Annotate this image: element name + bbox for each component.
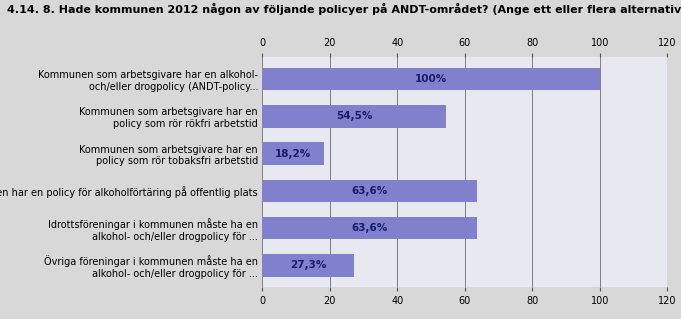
Text: 4.14. 8. Hade kommunen 2012 någon av följande policyer på ANDT-området? (Ange et: 4.14. 8. Hade kommunen 2012 någon av föl… <box>7 3 681 15</box>
Bar <box>262 68 600 90</box>
Bar <box>262 142 323 165</box>
Bar <box>262 254 354 277</box>
Text: 100%: 100% <box>415 74 447 84</box>
Bar <box>262 180 477 202</box>
Text: 54,5%: 54,5% <box>336 111 373 121</box>
Text: 63,6%: 63,6% <box>351 186 387 196</box>
Bar <box>262 217 477 239</box>
Bar <box>262 105 446 128</box>
Text: 63,6%: 63,6% <box>351 223 387 233</box>
Text: 18,2%: 18,2% <box>275 149 311 159</box>
Text: 27,3%: 27,3% <box>290 261 326 271</box>
